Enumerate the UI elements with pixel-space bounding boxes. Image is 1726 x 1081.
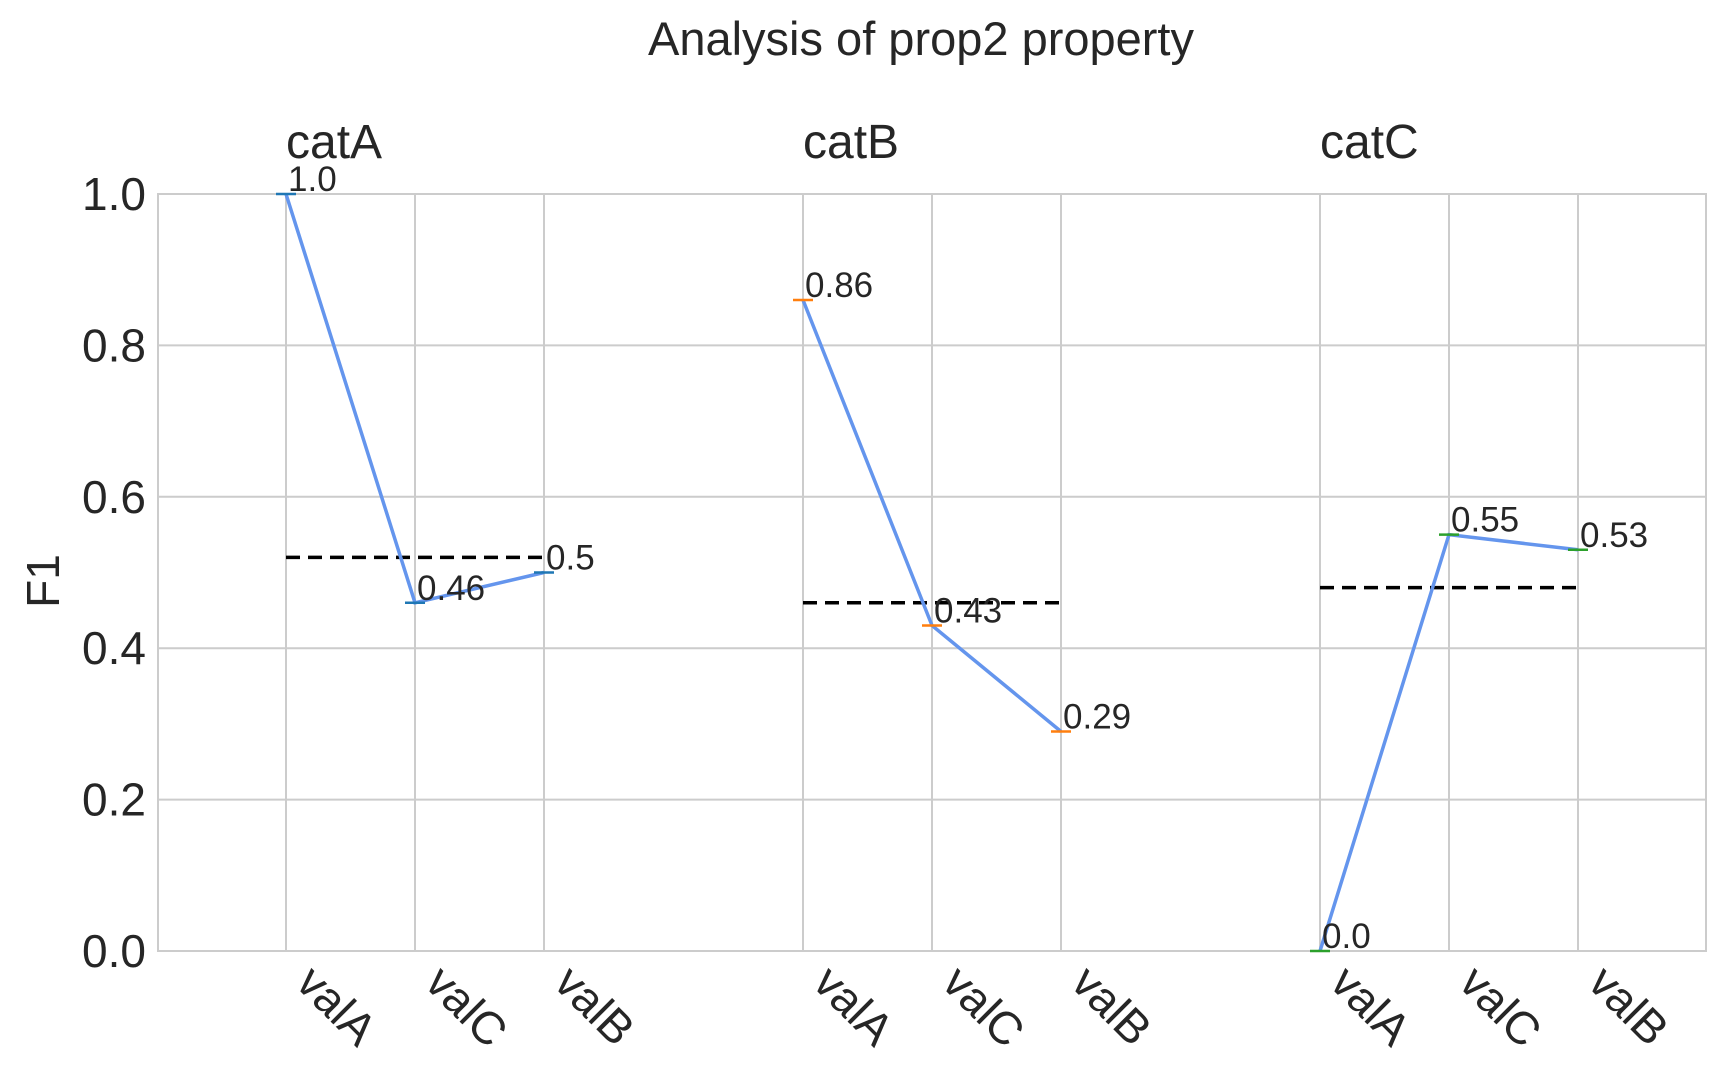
x-tick-label: valB [1579, 955, 1679, 1055]
y-tick-label: 1.0 [82, 168, 146, 220]
data-label: 0.29 [1063, 697, 1131, 736]
x-tick-label: valA [287, 955, 387, 1055]
plot-frame [157, 193, 1707, 952]
data-label: 0.43 [934, 591, 1002, 630]
x-tick-label: valA [1321, 955, 1421, 1055]
group-label-catC: catC [1320, 116, 1419, 169]
data-label: 0.53 [1580, 516, 1648, 555]
x-tick-label: valC [1450, 955, 1552, 1057]
series [276, 192, 1588, 953]
chart-title: Analysis of prop2 property [648, 12, 1195, 65]
data-label: 0.55 [1451, 501, 1519, 540]
y-tick-label: 0.4 [82, 622, 146, 674]
data-label: 0.86 [805, 266, 873, 305]
y-tick-label: 0.8 [82, 319, 146, 371]
x-tick-label: valB [1062, 955, 1162, 1055]
data-label: 0.0 [1322, 917, 1371, 956]
x-tick-label: valC [416, 955, 518, 1057]
x-tick-label: valA [804, 955, 904, 1055]
data-label: 0.5 [546, 539, 595, 578]
group-label-catA: catA [286, 116, 382, 169]
grid [158, 193, 1706, 952]
x-tick-label: valC [933, 955, 1035, 1057]
data-label: 1.0 [288, 160, 337, 199]
y-tick-label: 0.0 [82, 925, 146, 977]
x-tick-label: valB [545, 955, 645, 1055]
y-axis-label: F1 [17, 554, 69, 608]
y-tick-label: 0.2 [82, 774, 146, 826]
group-label-catB: catB [803, 116, 899, 169]
y-tick-label: 0.6 [82, 471, 146, 523]
data-label: 0.46 [417, 569, 485, 608]
